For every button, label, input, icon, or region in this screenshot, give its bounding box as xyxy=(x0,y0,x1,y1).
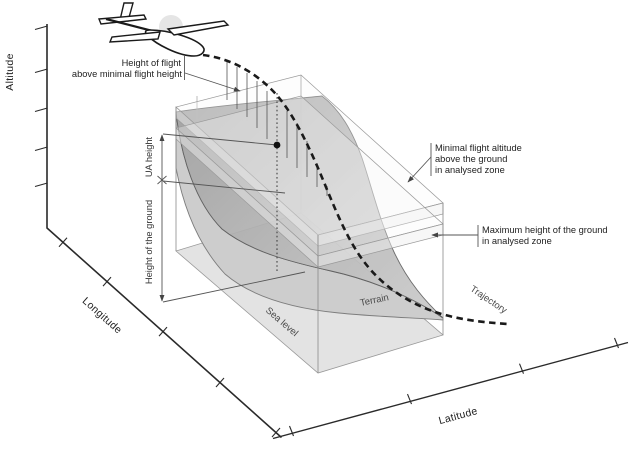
altitude-tick xyxy=(34,68,48,74)
altitude-tick xyxy=(34,107,48,113)
minimal-flight-altitude-annotation: Minimal flight altitude above the ground… xyxy=(407,143,522,183)
ua-height-label: UA height xyxy=(144,136,154,177)
minimal-flight-label-line1: Minimal flight altitude xyxy=(435,143,522,153)
maximum-ground-height-annotation: Maximum height of the ground in analysed… xyxy=(431,225,608,247)
minimal-flight-altitude-slab xyxy=(175,74,444,247)
leader-arrow xyxy=(407,156,432,183)
maximum-ground-height-slab xyxy=(175,95,444,268)
altitude-longitude-axis-line xyxy=(46,24,283,439)
measurement-point-dot xyxy=(273,141,281,149)
axes xyxy=(46,24,629,440)
minimal-flight-surface xyxy=(175,95,444,319)
latitude-tick xyxy=(613,337,620,349)
uav-right-wing xyxy=(166,20,230,36)
maximum-ground-label-line2: in analysed zone xyxy=(482,236,552,246)
height-of-flight-label-line1: Height of flight xyxy=(122,58,182,68)
flight-height-hatches xyxy=(226,62,328,196)
minimal-flight-label-line3: in analysed zone xyxy=(435,165,505,175)
longitude-axis-label: Longitude xyxy=(80,295,124,336)
altitude-axis-label: Altitude xyxy=(4,53,16,90)
minimal-flight-label-line2: above the ground xyxy=(435,154,507,164)
latitude-axis-label: Latitude xyxy=(437,405,479,427)
altitude-tick xyxy=(34,182,48,188)
latitude-axis-line xyxy=(272,341,629,440)
longitude-tick xyxy=(58,237,68,248)
latitude-tick xyxy=(406,393,413,405)
longitude-tick xyxy=(271,427,281,438)
trajectory-path xyxy=(202,53,509,326)
longitude-tick xyxy=(215,377,225,388)
longitude-tick xyxy=(102,276,112,287)
maximum-ground-label-line1: Maximum height of the ground xyxy=(482,225,608,235)
trajectory-label: Trajectory xyxy=(468,284,509,317)
zone-box-edges xyxy=(175,107,444,373)
extension-line-terrain xyxy=(162,180,286,194)
altitude-tick xyxy=(34,25,48,31)
extension-line-sea xyxy=(162,271,306,303)
dimension-cross-mark xyxy=(157,175,167,185)
height-of-ground-label: Height of the ground xyxy=(144,200,154,284)
height-of-flight-label-line2: above minimal flight height xyxy=(72,69,182,79)
axis-ticks xyxy=(34,25,620,438)
extension-line-ua-top xyxy=(162,133,278,146)
latitude-tick xyxy=(518,363,525,374)
longitude-tick xyxy=(158,326,168,337)
height-of-flight-annotation: Height of flight above minimal flight he… xyxy=(72,56,241,92)
uav-left-wing xyxy=(108,31,161,43)
uav-icon xyxy=(98,2,230,57)
uav-tail-stabilizer xyxy=(98,14,148,25)
altitude-tick xyxy=(34,146,48,152)
leader-arrow xyxy=(184,72,241,92)
latitude-tick xyxy=(288,425,295,437)
dimension-lines xyxy=(157,133,306,303)
